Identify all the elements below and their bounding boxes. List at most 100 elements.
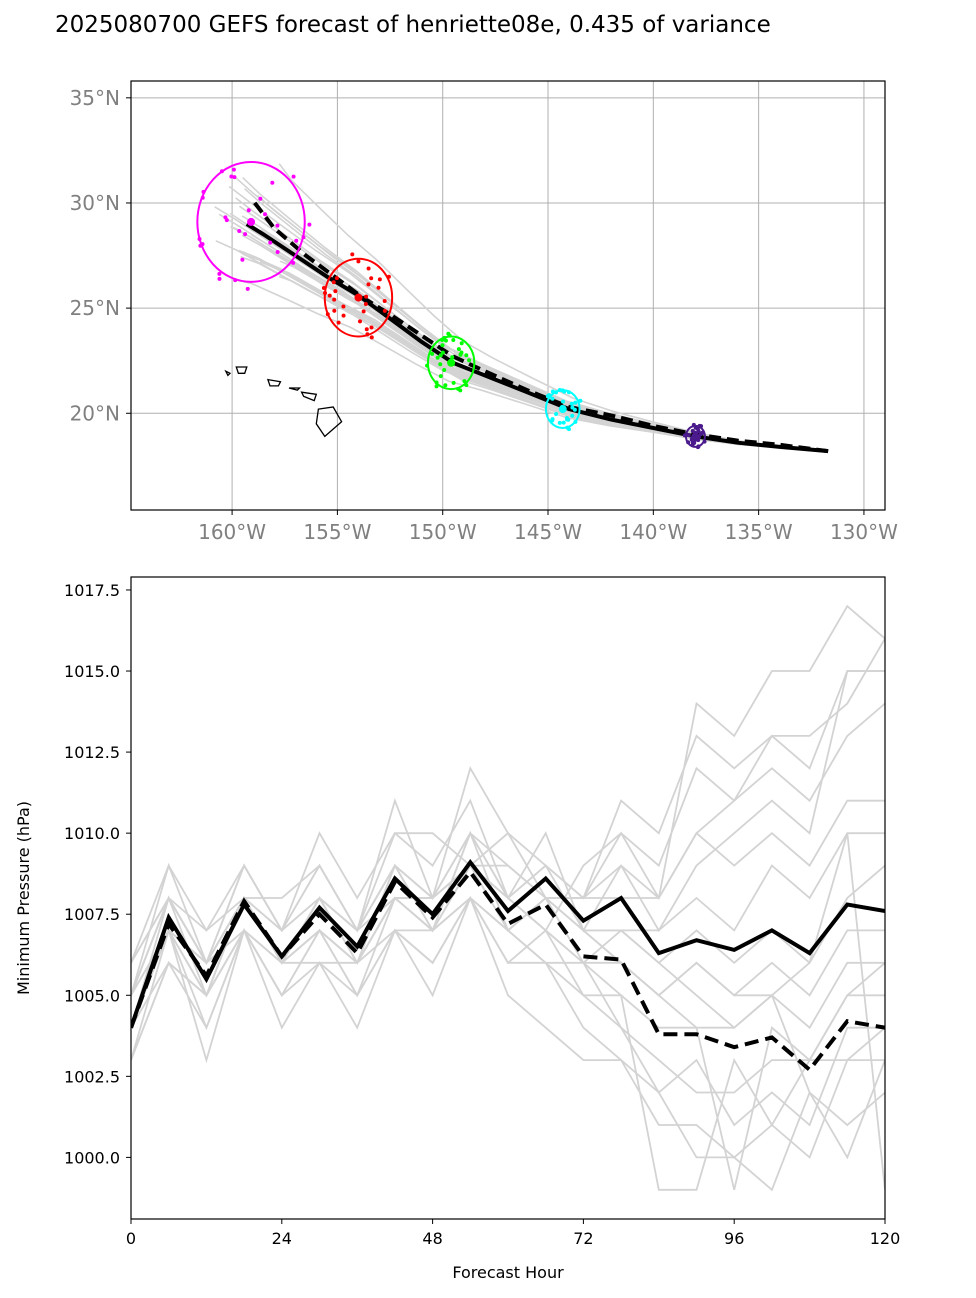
ensemble-position-dot xyxy=(573,400,578,405)
ensemble-position-dot xyxy=(459,350,464,355)
pressure-ytick-label: 1017.5 xyxy=(64,581,120,600)
ensemble-position-dot xyxy=(332,308,337,313)
ensemble-position-dot xyxy=(361,309,366,314)
map-xtick-label: 130°W xyxy=(830,520,898,544)
ensemble-position-dot xyxy=(334,276,339,281)
pressure-ytick-label: 1000.0 xyxy=(64,1148,120,1167)
ensemble-position-dot xyxy=(350,252,355,257)
pressure-ytick-label: 1015.0 xyxy=(64,662,120,681)
ensemble-position-dot xyxy=(341,304,346,309)
ensemble-position-dot xyxy=(467,358,472,363)
ensemble-position-dot xyxy=(357,319,362,324)
ensemble-position-dot xyxy=(382,308,387,313)
pressure-xtick-label: 96 xyxy=(724,1229,744,1248)
ensemble-position-dot xyxy=(294,238,299,243)
map-xtick-label: 135°W xyxy=(725,520,793,544)
ensemble-position-dot xyxy=(369,335,374,340)
map-ytick-label: 35°N xyxy=(70,86,120,110)
pressure-ytick-label: 1005.0 xyxy=(64,986,120,1005)
island-outline xyxy=(315,406,343,438)
member-track xyxy=(233,278,829,452)
ensemble-position-dot xyxy=(570,413,575,418)
ensemble-position-dot xyxy=(331,280,336,285)
ensemble-position-dot xyxy=(243,232,248,237)
island-outline xyxy=(288,387,302,391)
ensemble-position-dot xyxy=(232,175,237,180)
mean-position-dot xyxy=(447,358,456,367)
ensemble-position-dot xyxy=(554,411,559,416)
pressure-xtick-label: 0 xyxy=(126,1229,136,1248)
member-track xyxy=(233,226,829,452)
uncertainty-ellipse xyxy=(544,389,581,429)
uncertainty-ellipse xyxy=(196,160,306,283)
pressure-ytick-label: 1012.5 xyxy=(64,743,120,762)
uncertainty-ellipse xyxy=(684,424,706,448)
ensemble-position-dot xyxy=(462,379,467,384)
ensemble-position-dot xyxy=(550,396,555,401)
uncertainty-ellipse xyxy=(426,335,476,391)
ensemble-position-dot xyxy=(377,277,382,282)
x-axis-label: Forecast Hour xyxy=(452,1263,564,1282)
map-frame xyxy=(130,80,886,511)
ensemble-position-dot xyxy=(275,223,280,228)
pressure-frame xyxy=(130,576,886,1220)
member-track xyxy=(228,185,829,452)
ensemble-position-dot xyxy=(456,347,461,352)
ensemble-position-dot xyxy=(268,240,273,245)
ensemble-position-dot xyxy=(364,294,369,299)
pressure-ytick-label: 1002.5 xyxy=(64,1067,120,1086)
ensemble-position-dot xyxy=(245,286,250,291)
plot-area xyxy=(131,604,885,1192)
map-ytick-label: 20°N xyxy=(70,401,120,425)
member-pressure-line xyxy=(131,702,885,996)
ensemble-position-dot xyxy=(333,289,338,294)
ensemble-position-dot xyxy=(686,433,691,438)
ensemble-position-dot xyxy=(366,282,371,287)
ensemble-position-dot xyxy=(369,325,374,330)
island-outline xyxy=(300,391,318,402)
ensemble-position-dot xyxy=(270,180,275,185)
mean-position-dot xyxy=(247,217,256,226)
pressure-xtick-label: 48 xyxy=(422,1229,442,1248)
member-pressure-line xyxy=(131,799,885,964)
map-ytick-label: 30°N xyxy=(70,191,120,215)
ensemble-position-dot xyxy=(451,337,456,342)
map-xtick-label: 145°W xyxy=(514,520,582,544)
ensemble-position-dot xyxy=(440,343,445,348)
ensemble-position-dot xyxy=(690,440,695,445)
ensemble-position-dot xyxy=(336,320,341,325)
pressure-ytick-label: 1007.5 xyxy=(64,905,120,924)
ensemble-position-dot xyxy=(442,367,447,372)
ensemble-position-dot xyxy=(438,353,443,358)
track-map: 160°W 155°W 150°W 145°W 140°W 135°W 130°W 20°N 2… xyxy=(70,80,898,544)
ensemble-position-dot xyxy=(561,420,566,425)
mean-position-dot xyxy=(558,405,567,414)
pressure-xtick-label: 24 xyxy=(272,1229,292,1248)
ensemble-position-dot xyxy=(443,338,448,343)
ensemble-position-dot xyxy=(240,257,245,262)
pressure-ytick-label: 1010.0 xyxy=(64,824,120,843)
ensemble-position-dot xyxy=(550,417,555,422)
ensemble-position-dot xyxy=(446,331,451,336)
ensemble-position-dot xyxy=(565,417,570,422)
member-track xyxy=(233,175,829,452)
ensemble-position-dot xyxy=(307,222,312,227)
ensemble-position-dot xyxy=(570,405,575,410)
member-track xyxy=(218,213,829,452)
control-track xyxy=(251,199,829,454)
ensemble-position-dot xyxy=(224,218,229,223)
ensemble-position-dot xyxy=(246,208,251,213)
member-pressure-line xyxy=(131,831,885,1127)
mean-position-dot xyxy=(691,432,700,441)
ensemble-position-dot xyxy=(438,362,443,367)
ensemble-position-dot xyxy=(229,174,234,179)
island-outline xyxy=(266,378,282,387)
island-outline xyxy=(235,366,248,374)
ensemble-position-dot xyxy=(327,293,332,298)
ensemble-position-dot xyxy=(561,399,566,404)
uncertainty-ellipse xyxy=(323,257,394,338)
island-outline xyxy=(224,369,232,377)
ensemble-position-dot xyxy=(451,380,456,385)
ensemble-position-dot xyxy=(369,276,374,281)
member-pressure-line xyxy=(131,670,885,1028)
